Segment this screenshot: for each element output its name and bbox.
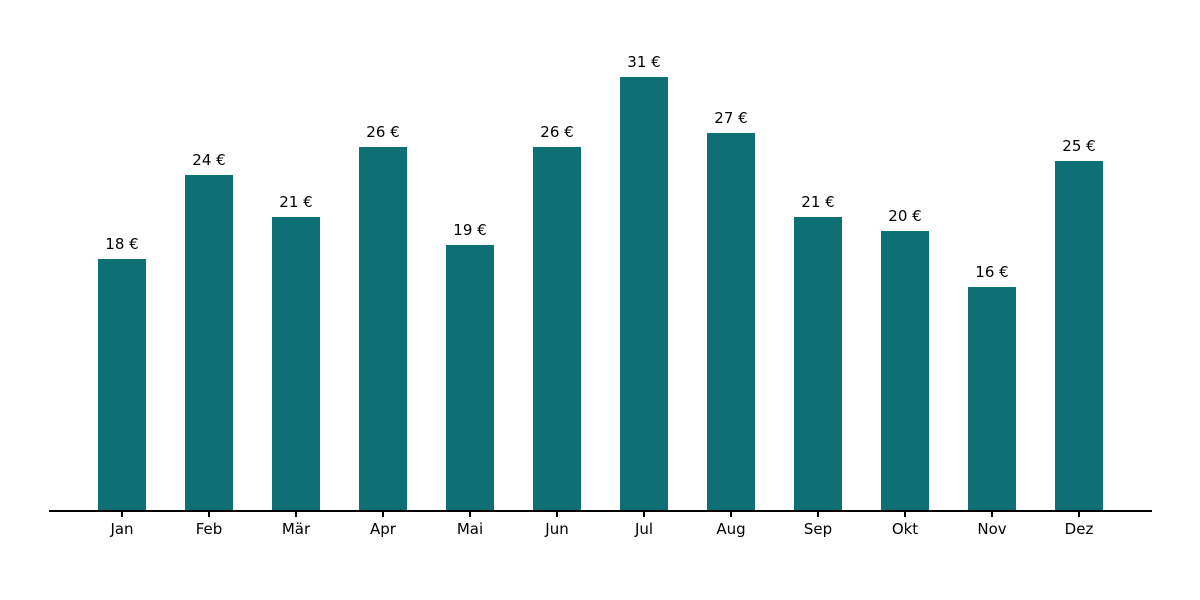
bar-value-label: 18 € — [105, 234, 139, 253]
x-axis-label: Apr — [370, 520, 396, 538]
bar-value-label: 25 € — [1062, 136, 1096, 155]
bar-value-label: 27 € — [714, 108, 748, 127]
bar-value-label: 26 € — [366, 122, 400, 141]
x-axis-label: Jul — [634, 520, 654, 538]
bar: 26 € — [533, 123, 581, 511]
x-axis-tick — [382, 512, 384, 517]
bar: 26 € — [359, 123, 407, 511]
x-axis-label: Aug — [716, 520, 746, 538]
bar: 18 € — [98, 235, 146, 511]
bar: 20 € — [881, 207, 929, 511]
bar-value-label: 31 € — [627, 52, 661, 71]
x-axis-tick — [295, 512, 297, 517]
bar-value-label: 16 € — [975, 262, 1009, 281]
x-axis-tick — [817, 512, 819, 517]
x-axis-tick — [643, 512, 645, 517]
x-axis-label: Jun — [545, 520, 569, 538]
x-axis-label: Nov — [977, 520, 1007, 538]
x-axis-tick — [121, 512, 123, 517]
bar-value-label: 21 € — [279, 192, 313, 211]
bar: 24 € — [185, 151, 233, 511]
x-axis-tick — [469, 512, 471, 517]
x-axis-label: Sep — [803, 520, 833, 538]
x-axis-label: Feb — [195, 520, 223, 538]
x-axis-line — [49, 510, 1152, 512]
x-axis-label: Mai — [456, 520, 484, 538]
x-axis-label: Mär — [281, 520, 311, 538]
x-axis-label: Okt — [891, 520, 919, 538]
x-axis-tick — [208, 512, 210, 517]
x-axis-label: Dez — [1064, 520, 1094, 538]
bar: 21 € — [794, 193, 842, 511]
x-axis-tick — [904, 512, 906, 517]
bar: 19 € — [446, 221, 494, 511]
bar-value-label: 19 € — [453, 220, 487, 239]
bar-value-label: 20 € — [888, 206, 922, 225]
bar: 31 € — [620, 53, 668, 511]
x-axis-tick — [556, 512, 558, 517]
bar: 27 € — [707, 109, 755, 511]
x-axis-tick — [991, 512, 993, 517]
x-axis-label: Jan — [110, 520, 134, 538]
bar: 16 € — [968, 263, 1016, 511]
bar: 21 € — [272, 193, 320, 511]
bar-value-label: 24 € — [192, 150, 226, 169]
bar: 25 € — [1055, 137, 1103, 511]
bar-value-label: 26 € — [540, 122, 574, 141]
x-axis-tick — [1078, 512, 1080, 517]
bar-value-label: 21 € — [801, 192, 835, 211]
x-axis-tick — [730, 512, 732, 517]
